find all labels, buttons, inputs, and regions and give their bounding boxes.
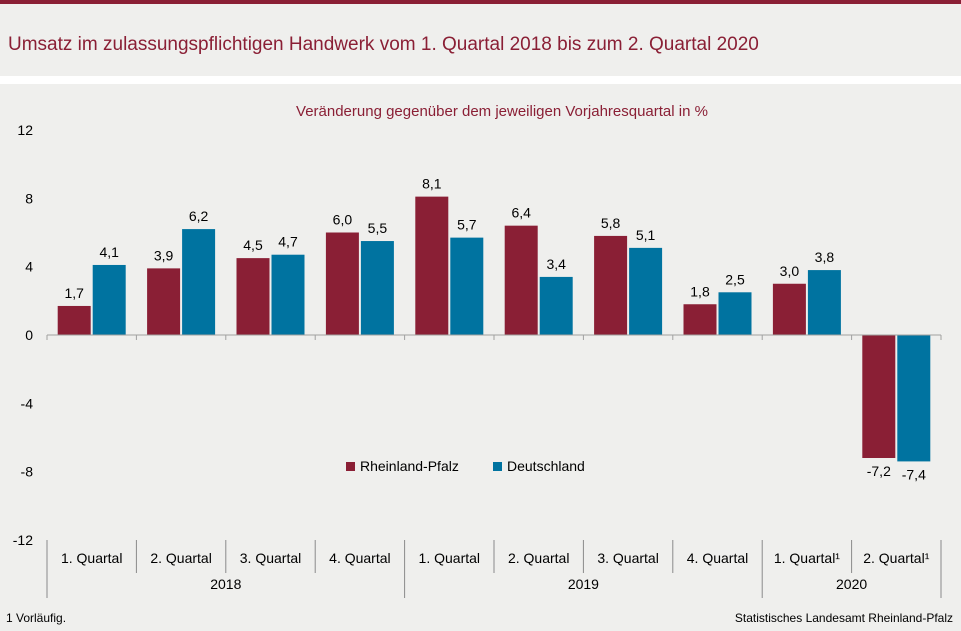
data-label: 3,4 xyxy=(546,256,566,272)
data-label: 1,7 xyxy=(64,285,84,301)
data-label: 1,8 xyxy=(690,283,710,299)
top-accent-bar xyxy=(0,0,961,4)
category-label: 1. Quartal xyxy=(419,550,480,566)
bar-rheinland-pfalz xyxy=(147,268,181,335)
y-tick-label: 0 xyxy=(25,327,33,343)
data-label: 5,8 xyxy=(601,215,621,231)
y-tick-label: -8 xyxy=(21,464,34,480)
legend-label-rheinland-pfalz: Rheinland-Pfalz xyxy=(360,458,459,474)
category-label: 2. Quartal xyxy=(508,550,569,566)
data-label: 2,5 xyxy=(725,271,745,287)
bar-rheinland-pfalz xyxy=(504,225,538,335)
category-label: 2. Quartal xyxy=(150,550,211,566)
bar-rheinland-pfalz xyxy=(236,258,270,335)
y-tick-label: 8 xyxy=(25,190,33,206)
y-tick-label: 12 xyxy=(17,122,33,138)
bar-rheinland-pfalz xyxy=(325,232,359,335)
data-label: 6,2 xyxy=(189,208,209,224)
bar-deutschland xyxy=(807,270,841,335)
category-label: 4. Quartal xyxy=(687,550,748,566)
data-label: 5,5 xyxy=(368,220,388,236)
data-label: 6,4 xyxy=(511,205,531,221)
data-label: 4,7 xyxy=(278,234,298,250)
category-label: 1. Quartal xyxy=(61,550,122,566)
category-label: 3. Quartal xyxy=(597,550,658,566)
data-label: 8,1 xyxy=(422,176,442,192)
category-label: 1. Quartal¹ xyxy=(774,550,840,566)
bar-deutschland xyxy=(897,335,931,462)
data-label: 5,7 xyxy=(457,217,477,233)
y-tick-label: -12 xyxy=(13,532,33,548)
bar-deutschland xyxy=(271,254,305,335)
data-label: 5,1 xyxy=(636,227,656,243)
data-label: 6,0 xyxy=(333,212,353,228)
bar-deutschland xyxy=(360,241,394,335)
bar-rheinland-pfalz xyxy=(862,335,896,458)
category-label: 2. Quartal¹ xyxy=(863,550,929,566)
data-label: -7,2 xyxy=(867,463,891,479)
data-label: 4,1 xyxy=(99,244,119,260)
legend-label-deutschland: Deutschland xyxy=(507,458,585,474)
bar-deutschland xyxy=(182,229,216,335)
legend-swatch-rheinland-pfalz xyxy=(346,462,355,471)
source-label: Statistisches Landesamt Rheinland-Pfalz xyxy=(734,611,953,625)
data-label: 3,9 xyxy=(154,247,174,263)
category-label: 4. Quartal xyxy=(329,550,390,566)
legend-swatch-deutschland xyxy=(493,462,502,471)
chart-background xyxy=(0,84,961,631)
y-tick-label: -4 xyxy=(21,395,34,411)
chart-subtitle: Veränderung gegenüber dem jeweiligen Vor… xyxy=(296,103,708,120)
bar-deutschland xyxy=(450,237,484,335)
y-tick-label: 4 xyxy=(25,259,33,275)
bar-rheinland-pfalz xyxy=(594,235,628,335)
bar-deutschland xyxy=(718,292,752,335)
bar-deutschland xyxy=(629,247,663,335)
data-label: 3,8 xyxy=(815,249,835,265)
bar-deutschland xyxy=(92,264,126,335)
title-header: Umsatz im zulassungspflichtigen Handwerk… xyxy=(0,4,961,76)
year-label: 2020 xyxy=(836,576,867,592)
data-label: 4,5 xyxy=(243,237,263,253)
bar-rheinland-pfalz xyxy=(772,283,806,335)
bar-deutschland xyxy=(539,276,573,335)
data-label: -7,4 xyxy=(902,466,926,482)
bar-rheinland-pfalz xyxy=(415,196,449,335)
year-label: 2019 xyxy=(568,576,599,592)
data-label: 3,0 xyxy=(780,263,800,279)
footnote: 1 Vorläufig. xyxy=(6,611,67,625)
year-label: 2018 xyxy=(210,576,241,592)
category-label: 3. Quartal xyxy=(240,550,301,566)
bar-rheinland-pfalz xyxy=(683,304,717,335)
bar-rheinland-pfalz xyxy=(57,305,91,335)
chart-title: Umsatz im zulassungspflichtigen Handwerk… xyxy=(8,34,759,55)
